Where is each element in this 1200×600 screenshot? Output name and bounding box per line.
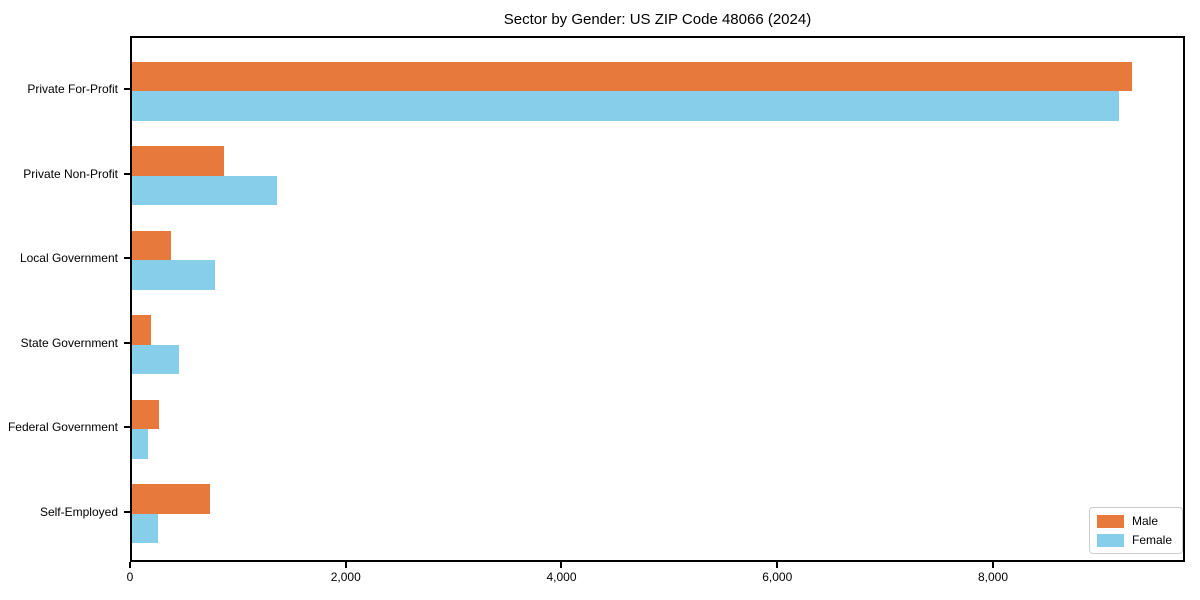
chart-title: Sector by Gender: US ZIP Code 48066 (202… bbox=[503, 11, 812, 28]
bar-male-6 bbox=[132, 484, 210, 514]
bar-female-2 bbox=[132, 175, 278, 205]
y-tick-label: Self-Employed bbox=[39, 504, 118, 519]
y-tick-mark bbox=[124, 88, 130, 90]
y-tick-label: State Government bbox=[20, 335, 118, 350]
bar-male-1 bbox=[132, 61, 1133, 91]
y-tick-mark bbox=[124, 172, 130, 175]
x-tick-mark bbox=[344, 562, 347, 568]
bar-female-4 bbox=[132, 344, 179, 374]
y-tick-mark bbox=[124, 510, 130, 513]
legend-entry-male: Male bbox=[1097, 514, 1172, 528]
bar-male-4 bbox=[132, 315, 151, 345]
x-tick-label: 2,000 bbox=[330, 570, 361, 584]
y-tick-label: Private For-Profit bbox=[27, 82, 118, 96]
x-tick-mark bbox=[129, 562, 131, 568]
legend-label: Male bbox=[1132, 514, 1159, 528]
x-tick-label: 8,000 bbox=[977, 570, 1008, 584]
legend-entry-female: Female bbox=[1097, 533, 1172, 547]
x-tick-mark bbox=[776, 562, 779, 568]
legend-swatch-male bbox=[1097, 514, 1124, 528]
y-tick-mark bbox=[124, 257, 130, 259]
x-tick-mark bbox=[991, 562, 994, 568]
legend: Male Female bbox=[1089, 507, 1184, 554]
bar-male-5 bbox=[132, 399, 159, 429]
y-tick-label: Federal Government bbox=[7, 420, 118, 434]
legend-swatch-female bbox=[1097, 533, 1124, 547]
bar-male-3 bbox=[132, 230, 171, 260]
x-tick-label: 4,000 bbox=[546, 570, 577, 584]
bar-female-5 bbox=[132, 429, 149, 459]
y-tick-label: Private Non-Profit bbox=[23, 166, 118, 181]
x-tick-label: 0 bbox=[126, 570, 134, 584]
legend-label: Female bbox=[1132, 533, 1173, 547]
y-tick-label: Local Government bbox=[19, 251, 118, 265]
bar-female-1 bbox=[132, 91, 1119, 121]
x-tick-label: 6,000 bbox=[762, 570, 793, 584]
bar-female-6 bbox=[132, 513, 158, 543]
x-tick-mark bbox=[560, 562, 563, 568]
y-tick-mark bbox=[124, 341, 130, 344]
y-tick-mark bbox=[124, 426, 130, 428]
bar-male-2 bbox=[132, 146, 225, 176]
bar-female-3 bbox=[132, 260, 215, 290]
plot-area bbox=[130, 36, 1185, 562]
